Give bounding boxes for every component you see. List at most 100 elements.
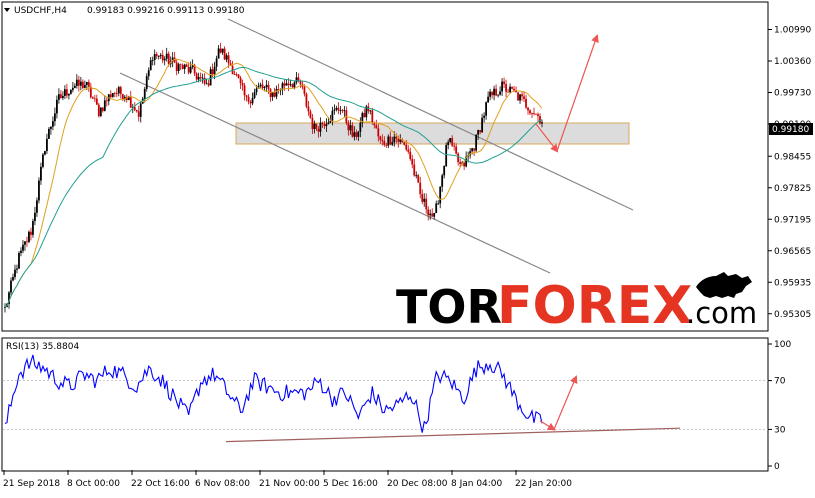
candle	[361, 111, 364, 128]
candle-body	[487, 96, 490, 103]
candle-body	[147, 70, 150, 77]
price-tick-label: 0.99730	[774, 89, 811, 99]
candle-body	[409, 151, 412, 160]
rsi-trendline	[225, 427, 681, 443]
candle	[437, 200, 440, 205]
candle-body	[395, 136, 398, 139]
candle	[52, 116, 54, 131]
price-tick-label: 0.95305	[774, 310, 811, 320]
candle-body	[447, 141, 450, 146]
candle-body	[225, 55, 228, 60]
candle-body	[453, 145, 456, 147]
candle	[427, 206, 430, 221]
candle	[56, 95, 58, 119]
candle	[113, 91, 116, 98]
candle	[157, 55, 160, 60]
candle-body	[117, 87, 120, 94]
candle-body	[455, 146, 458, 154]
candle-body	[89, 86, 92, 98]
candle	[111, 92, 114, 98]
candle	[431, 208, 434, 217]
candle-body	[285, 83, 288, 86]
candle	[219, 42, 222, 54]
candle	[463, 160, 466, 170]
forecast-arrows	[535, 34, 599, 153]
candle	[36, 197, 38, 217]
candle	[30, 227, 32, 241]
candle-body	[93, 98, 96, 100]
candle-body	[465, 156, 468, 167]
rsi-line	[4, 354, 543, 433]
candle	[435, 200, 438, 214]
candle-body	[509, 86, 511, 93]
candle	[329, 114, 332, 124]
candle	[46, 133, 48, 155]
candle	[99, 107, 102, 118]
candle-body	[267, 84, 270, 89]
candle	[517, 92, 519, 101]
candle-body	[133, 107, 136, 111]
candle-body	[8, 292, 10, 305]
candle	[38, 177, 40, 204]
ma-slow-line	[4, 66, 543, 308]
candle-body	[18, 252, 20, 269]
candle-body	[40, 166, 42, 181]
candle	[339, 106, 342, 115]
candle	[65, 83, 68, 99]
candle	[201, 73, 204, 84]
ma-fast-line	[4, 58, 543, 308]
candle-body	[181, 65, 184, 69]
candle	[337, 102, 340, 115]
candle-body	[501, 81, 503, 92]
candle	[319, 117, 322, 137]
candle	[151, 56, 154, 66]
last-price-label: 0.99180	[772, 125, 809, 135]
candle-body	[81, 81, 84, 88]
candle	[185, 63, 188, 67]
candle-body	[215, 58, 218, 67]
candle-body	[351, 125, 354, 137]
candle	[20, 247, 22, 257]
candle-body	[50, 126, 52, 129]
candle-body	[397, 138, 400, 142]
candle-body	[301, 84, 304, 87]
candle	[321, 121, 324, 128]
candle	[539, 113, 541, 125]
candle-body	[425, 198, 428, 210]
candle	[235, 72, 238, 77]
candle	[91, 96, 94, 99]
symbol-dropdown-icon[interactable]	[4, 8, 10, 12]
candle	[307, 101, 310, 116]
candle	[271, 91, 274, 101]
candle-body	[373, 122, 376, 126]
candle	[42, 152, 44, 169]
candle	[379, 135, 382, 144]
candle-body	[22, 244, 24, 251]
price-tick-label: 1.00990	[774, 26, 811, 36]
candle	[505, 79, 507, 98]
candle-body	[125, 96, 128, 101]
candle-body	[175, 62, 178, 71]
candle-body	[481, 117, 484, 133]
logo-text-com: .com	[686, 296, 757, 330]
candle	[529, 109, 531, 115]
candle-body	[59, 94, 62, 98]
candle-body	[221, 48, 224, 53]
candle-body	[109, 94, 112, 97]
candle-body	[97, 104, 100, 117]
candle-body	[121, 93, 124, 100]
candle-body	[139, 103, 142, 117]
candle-body	[415, 175, 418, 176]
candle-body	[419, 182, 422, 195]
candle-body	[143, 88, 146, 99]
candle-body	[489, 91, 491, 97]
candle	[499, 86, 501, 96]
candle	[303, 84, 306, 97]
candle-body	[307, 106, 310, 112]
candle-body	[263, 87, 266, 89]
candle-body	[511, 86, 513, 89]
candle	[357, 130, 360, 141]
candle	[381, 134, 384, 146]
candle-body	[211, 69, 214, 75]
